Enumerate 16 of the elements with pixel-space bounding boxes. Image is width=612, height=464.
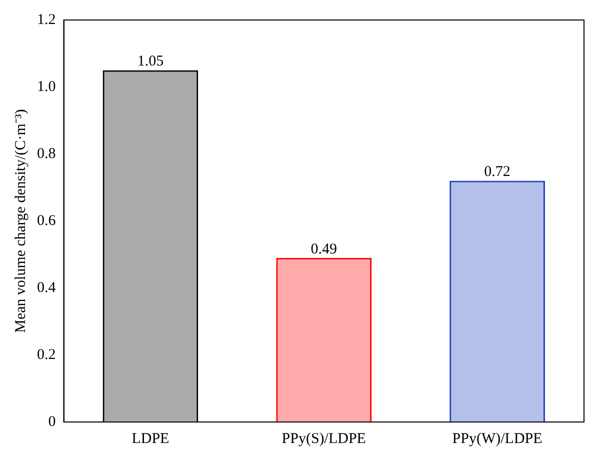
x-tick-label: PPy(S)/LDPE (282, 430, 366, 447)
y-tick-label: 0.6 (37, 212, 56, 229)
data-label: 0.72 (484, 164, 510, 180)
y-tick-label: 0.4 (37, 280, 56, 296)
data-label: 0.49 (310, 241, 337, 258)
y-tick-label: 1.2 (37, 12, 56, 28)
x-tick-label: LDPE (132, 430, 170, 447)
y-axis-title: Mean volume charge density/(C·m⁻³) (12, 109, 29, 333)
bar (276, 258, 372, 422)
x-tick-label: PPy(W)/LDPE (452, 430, 542, 447)
data-label: 1.05 (137, 54, 164, 70)
bar (450, 180, 545, 422)
y-tick-label: 0 (48, 414, 56, 430)
y-tick-label: 0.8 (37, 146, 56, 162)
y-tick-label: 0.2 (37, 346, 56, 363)
y-tick-label: 1.0 (37, 78, 56, 95)
